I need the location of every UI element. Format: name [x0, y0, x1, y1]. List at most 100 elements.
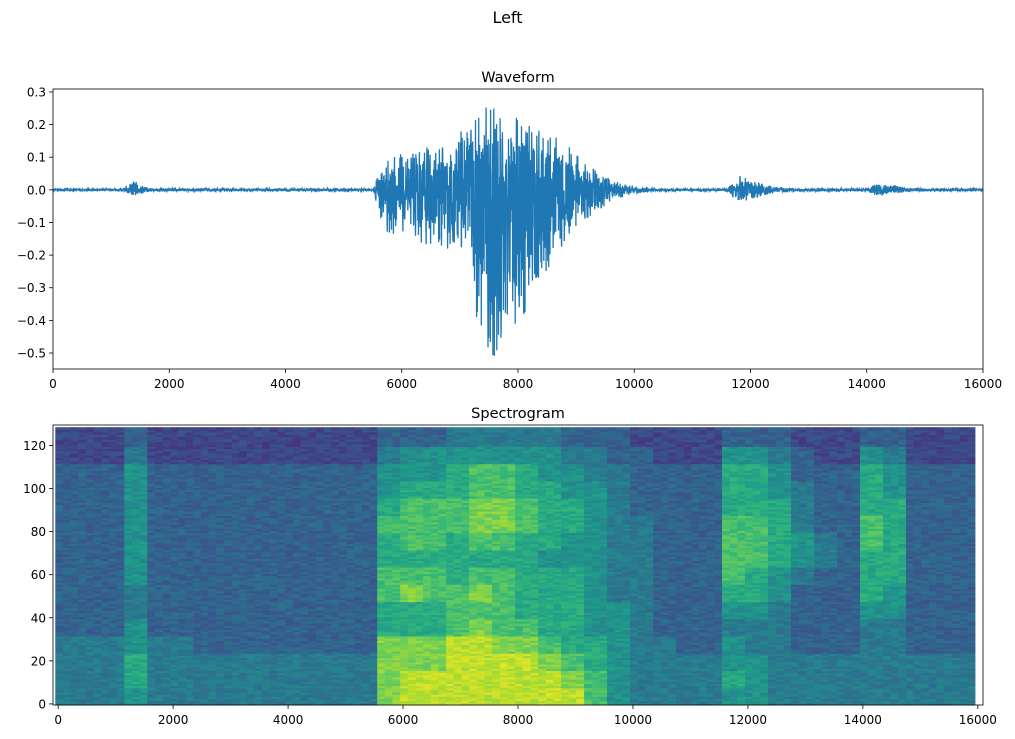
spectrogram-cell — [768, 692, 777, 695]
spectrogram-cell — [714, 698, 723, 702]
spectrogram-cell — [791, 670, 800, 674]
spectrogram-cell — [622, 694, 631, 697]
spectrogram-cell — [223, 674, 232, 678]
spectrogram-cell — [101, 672, 110, 676]
spectrogram-cell — [131, 694, 140, 697]
spectrogram-cell — [453, 687, 462, 691]
spectrogram-cell — [614, 674, 623, 678]
spectrogram-cell — [423, 689, 432, 693]
spectrogram-cell — [522, 689, 531, 693]
spectrogram-cell — [438, 694, 447, 697]
spectrogram-cell — [714, 674, 723, 678]
spectrogram-cell — [476, 677, 485, 680]
spectrogram-cell — [292, 679, 301, 682]
spectrogram-cell — [354, 692, 363, 695]
spectrogram-cell — [783, 696, 792, 699]
spectrogram-cell — [101, 700, 110, 704]
spectrogram-cell — [668, 696, 677, 699]
spectrogram-cell — [139, 689, 148, 693]
spectrogram-cell — [131, 700, 140, 704]
spectrogram-cell — [530, 683, 539, 687]
spectrogram-cell — [124, 683, 133, 687]
spectrogram-cell — [791, 694, 800, 697]
spectrogram-cell — [676, 670, 685, 674]
spectrogram-cell — [216, 683, 225, 687]
spectrogram-cell — [346, 702, 355, 706]
spectrogram-cell — [522, 696, 531, 699]
spectrogram-cell — [860, 679, 869, 682]
spectrogram-cell — [200, 674, 209, 678]
spectrogram-cell — [499, 694, 508, 697]
spectrogram-cell — [844, 696, 853, 699]
spectrogram-cell — [269, 670, 278, 674]
spectrogram-cell — [239, 702, 248, 706]
spectrogram-cell — [714, 677, 723, 680]
spectrogram-cell — [568, 677, 577, 680]
spectrogram-cell — [116, 694, 125, 697]
spectrogram-cell — [668, 694, 677, 697]
spectrogram-cell — [200, 696, 209, 699]
spectrogram-cell — [538, 685, 547, 689]
spectrogram-cell — [415, 687, 424, 691]
spectrogram-cell — [775, 681, 784, 684]
spectrogram-cell — [729, 689, 738, 693]
spectrogram-cell — [101, 670, 110, 674]
spectrogram-cell — [407, 696, 416, 699]
spectrogram-cell — [683, 692, 692, 695]
spectrogram-cell — [400, 679, 409, 682]
spectrogram-cell — [522, 700, 531, 704]
spectrogram-cell — [70, 696, 79, 699]
spectrogram-cell — [63, 692, 72, 695]
spectrogram-cell — [515, 700, 524, 704]
spectrogram-cell — [338, 672, 347, 676]
spectrogram-cell — [752, 683, 761, 687]
spectrogram-cell — [147, 696, 156, 699]
spectrogram-cell — [898, 694, 907, 697]
spectrogram-cell — [308, 702, 317, 706]
spectrogram-cell — [93, 674, 102, 678]
spectrogram-cell — [277, 702, 286, 706]
spectrogram-cell — [783, 685, 792, 689]
spectrogram-cell — [116, 692, 125, 695]
spectrogram-cell — [131, 679, 140, 682]
spectrogram-cell — [576, 670, 585, 674]
spectrogram-cell — [829, 702, 838, 706]
spectrogram-cell — [369, 689, 378, 693]
spectrogram-cell — [315, 702, 324, 706]
spectrogram-cell — [867, 702, 876, 706]
spectrogram-cell — [668, 700, 677, 704]
spectrogram-cell — [691, 689, 700, 693]
spectrogram-cell — [154, 696, 163, 699]
spectrogram-cell — [254, 674, 263, 678]
spectrogram-cell — [653, 692, 662, 695]
spectrogram-cell — [691, 679, 700, 682]
spectrogram-cell — [530, 670, 539, 674]
spectrogram-cell — [384, 700, 393, 704]
spectrogram-cell — [499, 698, 508, 702]
spectrogram-cell — [875, 696, 884, 699]
spectrogram-cell — [361, 696, 370, 699]
spectrogram-cell — [162, 683, 171, 687]
spectrogram-cell — [476, 694, 485, 697]
spectrogram-cell — [292, 694, 301, 697]
spectrogram-cell — [139, 677, 148, 680]
spectrogram-cell — [446, 683, 455, 687]
spectrogram-cell — [216, 689, 225, 693]
spectrogram-cell — [108, 694, 117, 697]
y-tick-label: 0.1 — [27, 151, 46, 165]
spectrogram-cell — [208, 681, 217, 684]
spectrogram-cell — [315, 674, 324, 678]
spectrogram-cell — [883, 702, 892, 706]
spectrogram-cell — [576, 679, 585, 682]
y-tick-label: 0.3 — [27, 85, 46, 99]
spectrogram-cell — [936, 687, 945, 691]
spectrogram-cell — [384, 687, 393, 691]
spectrogram-cell — [223, 677, 232, 680]
spectrogram-cell — [898, 677, 907, 680]
spectrogram-cell — [706, 677, 715, 680]
spectrogram-cell — [952, 687, 961, 691]
spectrogram-cell — [791, 702, 800, 706]
spectrogram-cell — [216, 670, 225, 674]
spectrogram-cell — [154, 685, 163, 689]
spectrogram-cell — [706, 679, 715, 682]
